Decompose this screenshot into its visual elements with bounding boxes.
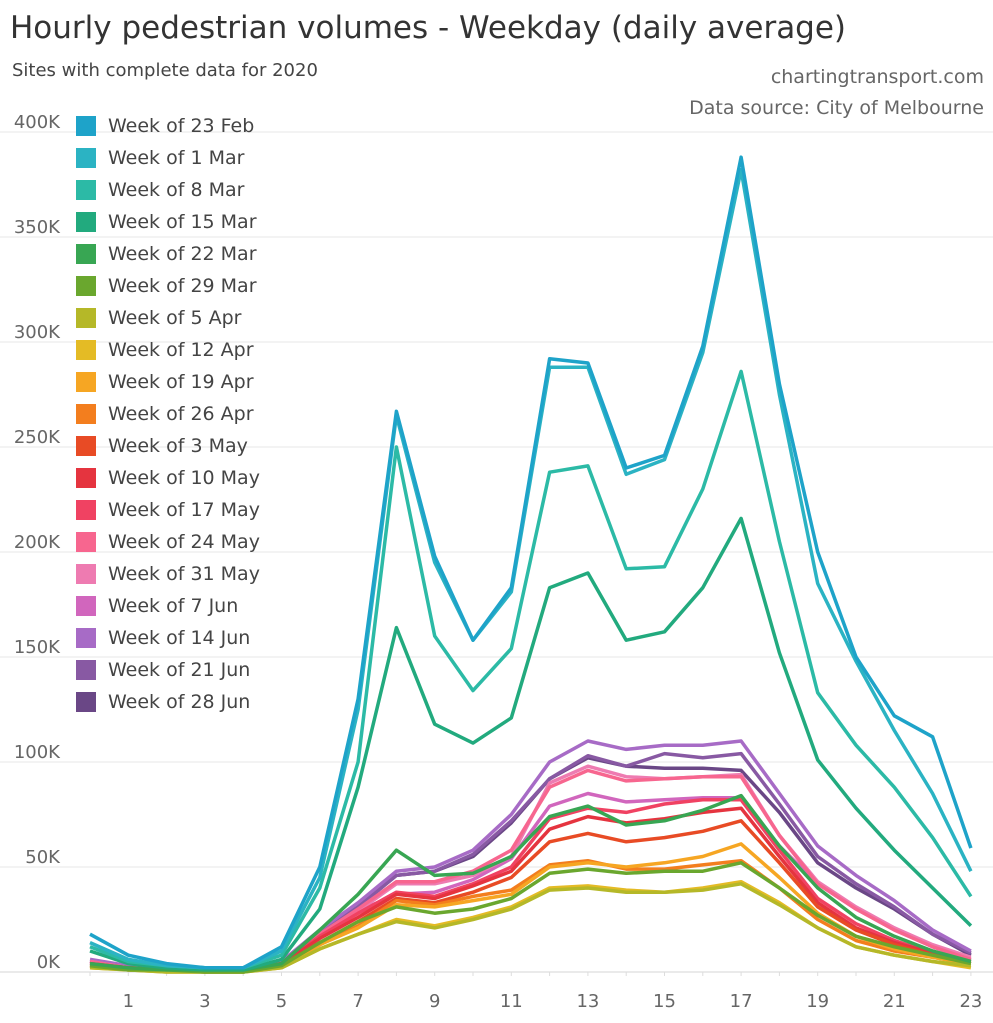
series-line-week-of-14-jun (89, 739, 972, 972)
gridlines (0, 131, 993, 973)
legend-item[interactable]: Week of 12 Apr (76, 334, 260, 366)
legend-swatch (76, 404, 96, 424)
legend-swatch (76, 564, 96, 584)
series-line-week-of-23-feb (89, 155, 973, 970)
legend-swatch (76, 532, 96, 552)
y-axis: 0K 50K 100K 150K 200K 250K 300K 350K 400K (14, 112, 61, 973)
legend-swatch (76, 468, 96, 488)
y-tick-label: 200K (14, 532, 61, 553)
legend-swatch (76, 692, 96, 712)
legend-item[interactable]: Week of 31 May (76, 558, 260, 590)
legend-item[interactable]: Week of 23 Feb (76, 110, 260, 142)
legend-label: Week of 29 Mar (108, 275, 257, 297)
legend-item[interactable]: Week of 1 Mar (76, 142, 260, 174)
legend-item[interactable]: Week of 22 Mar (76, 238, 260, 270)
legend-item[interactable]: Week of 14 Jun (76, 622, 260, 654)
legend-swatch (76, 372, 96, 392)
x-tick-label: 21 (883, 991, 906, 1012)
legend-swatch (76, 212, 96, 232)
series-lines (89, 155, 973, 974)
series-line-week-of-15-mar (89, 516, 973, 972)
legend-swatch (76, 276, 96, 296)
legend-label: Week of 1 Mar (108, 147, 245, 169)
legend-item[interactable]: Week of 3 May (76, 430, 260, 462)
legend-label: Week of 10 May (108, 467, 260, 489)
legend-item[interactable]: Week of 15 Mar (76, 206, 260, 238)
y-tick-label: 300K (14, 322, 61, 343)
legend-swatch (76, 148, 96, 168)
legend-item[interactable]: Week of 28 Jun (76, 686, 260, 718)
legend-label: Week of 28 Jun (108, 691, 251, 713)
y-tick-label: 350K (14, 217, 61, 238)
legend-label: Week of 7 Jun (108, 595, 239, 617)
legend-item[interactable]: Week of 17 May (76, 494, 260, 526)
data-source: Data source: City of Melbourne (689, 97, 984, 119)
y-tick-label: 50K (25, 847, 61, 868)
y-tick-label: 150K (14, 637, 61, 658)
credit-site: chartingtransport.com (770, 66, 984, 88)
y-tick-label: 100K (14, 742, 61, 763)
x-tick-label: 3 (199, 991, 210, 1012)
legend-item[interactable]: Week of 19 Apr (76, 366, 260, 398)
legend-label: Week of 23 Feb (108, 115, 255, 137)
x-tick-label: 11 (500, 991, 523, 1012)
x-tick-label: 23 (959, 991, 982, 1012)
legend-item[interactable]: Week of 5 Apr (76, 302, 260, 334)
chart-subtitle: Sites with complete data for 2020 (12, 60, 318, 81)
legend-swatch (76, 340, 96, 360)
legend-swatch (76, 436, 96, 456)
legend-label: Week of 8 Mar (108, 179, 245, 201)
y-tick-label: 250K (14, 427, 61, 448)
legend-label: Week of 17 May (108, 499, 260, 521)
series-line-week-of-29-mar (89, 861, 972, 974)
x-tick-label: 5 (276, 991, 287, 1012)
x-tick-label: 15 (653, 991, 676, 1012)
legend-label: Week of 5 Apr (108, 307, 242, 329)
legend-item[interactable]: Week of 7 Jun (76, 590, 260, 622)
legend-swatch (76, 244, 96, 264)
legend-item[interactable]: Week of 8 Mar (76, 174, 260, 206)
legend-label: Week of 12 Apr (108, 339, 254, 361)
legend-swatch (76, 500, 96, 520)
legend-swatch (76, 308, 96, 328)
legend-item[interactable]: Week of 29 Mar (76, 270, 260, 302)
legend-label: Week of 31 May (108, 563, 260, 585)
legend-swatch (76, 596, 96, 616)
x-tick-label: 17 (730, 991, 753, 1012)
x-tick-label: 9 (429, 991, 440, 1012)
legend-swatch (76, 116, 96, 136)
legend-swatch (76, 180, 96, 200)
x-tick-label: 19 (806, 991, 829, 1012)
legend-label: Week of 15 Mar (108, 211, 257, 233)
x-axis: 1 3 5 7 9 11 13 15 17 19 21 23 (89, 972, 982, 1012)
x-tick-label: 13 (576, 991, 599, 1012)
legend-label: Week of 3 May (108, 435, 248, 457)
x-tick-label: 1 (123, 991, 134, 1012)
x-tick-label: 7 (352, 991, 363, 1012)
legend-label: Week of 19 Apr (108, 371, 254, 393)
legend: Week of 23 Feb Week of 1 Mar Week of 8 Mar… (76, 110, 260, 718)
legend-swatch (76, 628, 96, 648)
y-tick-label: 400K (14, 112, 61, 133)
legend-label: Week of 14 Jun (108, 627, 251, 649)
credits: chartingtransport.com Data source: City … (689, 62, 984, 124)
legend-item[interactable]: Week of 10 May (76, 462, 260, 494)
legend-label: Week of 21 Jun (108, 659, 251, 681)
chart-title: Hourly pedestrian volumes - Weekday (dai… (10, 10, 847, 46)
legend-item[interactable]: Week of 21 Jun (76, 654, 260, 686)
legend-item[interactable]: Week of 26 Apr (76, 398, 260, 430)
legend-label: Week of 22 Mar (108, 243, 257, 265)
y-tick-label: 0K (37, 952, 61, 973)
legend-label: Week of 24 May (108, 531, 260, 553)
legend-label: Week of 26 Apr (108, 403, 254, 425)
legend-swatch (76, 660, 96, 680)
legend-item[interactable]: Week of 24 May (76, 526, 260, 558)
